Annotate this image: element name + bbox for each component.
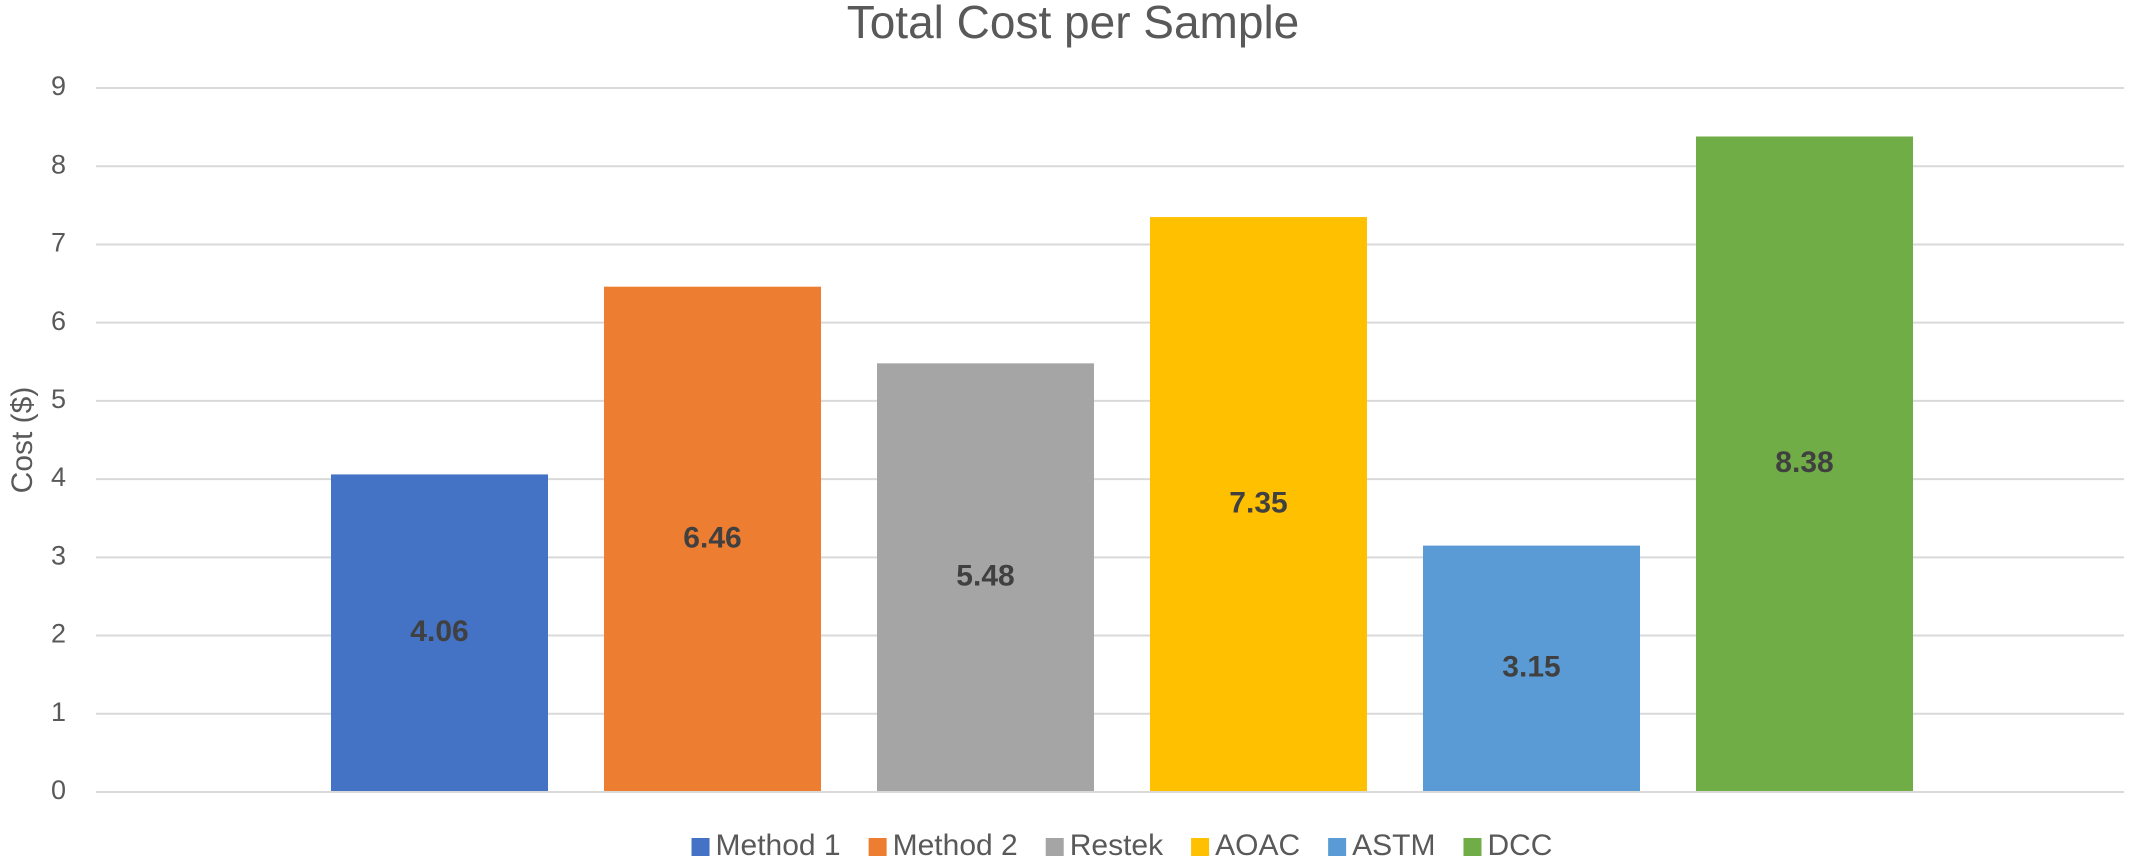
- legend-label: AOAC: [1215, 829, 1300, 862]
- data-label: 5.48: [956, 560, 1014, 593]
- bar: [1423, 545, 1640, 792]
- chart-title: Total Cost per Sample: [847, 0, 1300, 48]
- y-tick-label: 5: [51, 384, 66, 414]
- y-tick-label: 7: [51, 228, 66, 258]
- legend-swatch: [868, 838, 887, 856]
- bar: [604, 286, 821, 792]
- y-tick-label: 6: [51, 306, 66, 336]
- y-tick-label: 0: [51, 775, 66, 805]
- bar: [1150, 217, 1367, 793]
- y-tick-label: 8: [51, 149, 66, 179]
- data-label: 8.38: [1775, 446, 1833, 479]
- legend-swatch: [1328, 838, 1347, 856]
- y-tick-label: 1: [51, 697, 66, 727]
- y-axis-label: Cost ($): [6, 387, 39, 494]
- bar: [331, 474, 548, 792]
- legend-label: Restek: [1070, 829, 1164, 862]
- legend-swatch: [1045, 838, 1064, 856]
- legend-label: Method 1: [716, 829, 841, 862]
- bar: [1696, 136, 1913, 792]
- legend-label: Method 2: [893, 829, 1018, 862]
- data-label: 3.15: [1502, 651, 1560, 684]
- data-label: 7.35: [1229, 486, 1287, 519]
- legend-swatch: [1191, 838, 1210, 856]
- y-tick-label: 9: [51, 71, 66, 101]
- legend-swatch: [1463, 838, 1482, 856]
- data-label: 6.46: [683, 521, 741, 554]
- bar: [877, 363, 1094, 792]
- legend-label: ASTM: [1352, 829, 1435, 862]
- y-tick-label: 3: [51, 540, 66, 570]
- y-tick-label: 4: [51, 462, 66, 492]
- legend-swatch: [691, 838, 710, 856]
- y-tick-label: 2: [51, 619, 66, 649]
- legend-label: DCC: [1487, 829, 1552, 862]
- data-label: 4.06: [410, 615, 468, 648]
